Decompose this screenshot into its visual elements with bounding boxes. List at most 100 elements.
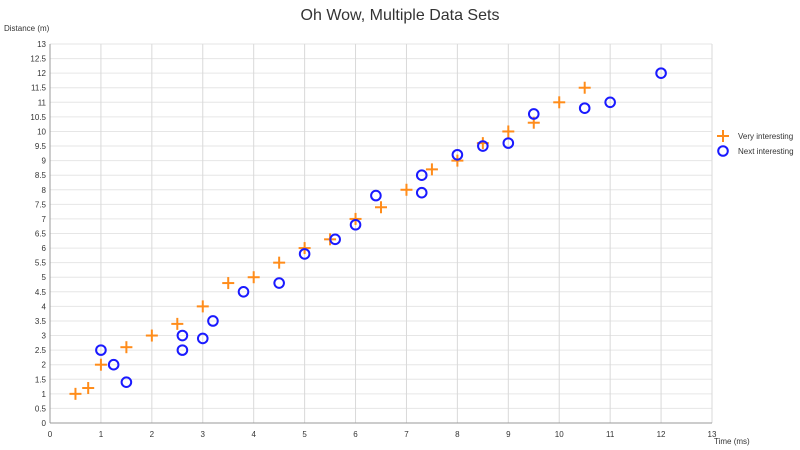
x-tick-label: 13 [708,430,717,439]
x-axis-title: Time (ms) [714,437,750,446]
y-axis-title: Distance (m) [4,24,50,33]
y-tick-label: 1.5 [35,375,47,384]
legend[interactable]: Very interesting Next interesting [717,130,794,157]
x-tick-label: 5 [302,430,307,439]
y-tick-label: 3.5 [35,317,47,326]
y-tick-label: 7.5 [35,200,47,209]
plus-marker [94,358,107,371]
circle-marker [578,102,591,114]
y-tick-label: 5 [42,273,47,282]
plus-marker [425,163,438,176]
y-tick-label: 11.5 [31,84,47,93]
legend-marker-2 [717,145,729,157]
circle-marker [370,189,382,202]
circle-marker [349,218,362,231]
y-tick-label: 10 [37,127,46,136]
circle-marker [207,315,219,327]
y-tick-label: 7 [42,215,47,224]
circle-marker [196,332,209,345]
x-tick-label: 10 [555,430,564,439]
y-tick-label: 9.5 [35,142,47,151]
x-tick-label: 9 [506,430,511,439]
x-tick-label: 6 [353,430,358,439]
plus-marker [400,183,413,196]
circle-marker [107,358,120,371]
legend-item[interactable]: Very interesting [717,130,793,142]
series-1 [69,81,591,400]
y-tick-label: 4 [42,302,47,311]
plus-marker [349,212,362,225]
x-tick-labels: 0 1 2 3 4 5 6 7 8 9 10 11 12 13 [48,430,717,439]
y-tick-label: 9 [42,157,47,166]
circle-marker [237,286,250,298]
y-tick-labels: 00.511.522.533.544.555.566.577.588.599.5… [30,40,46,428]
circle-marker [527,108,540,120]
legend-label: Very interesting [738,132,793,141]
y-tick-label: 6 [42,244,47,253]
circle-marker [95,344,107,356]
circle-marker [502,137,515,149]
plus-marker [502,125,515,138]
y-tick-label: 3 [42,332,47,341]
plus-marker [578,81,591,94]
legend-label: Next interesting [738,147,794,156]
y-tick-label: 11 [38,98,47,107]
grid [49,43,713,424]
y-tick-label: 13 [37,40,46,49]
y-tick-label: 6.5 [35,230,47,239]
y-tick-label: 0.5 [35,404,47,413]
plus-marker [196,300,209,313]
series-2 [95,67,667,388]
series-markers [69,67,667,400]
y-tick-label: 2.5 [35,346,47,355]
plus-marker [222,277,235,290]
plus-marker [82,382,95,395]
y-tick-label: 12 [37,69,46,78]
x-tick-label: 3 [201,430,206,439]
plus-marker [298,242,311,255]
y-tick-label: 1 [42,390,47,399]
x-tick-label: 11 [606,430,615,439]
x-tick-label: 7 [404,430,409,439]
plus-marker [247,271,260,284]
circle-marker [451,148,464,161]
plus-marker [273,256,286,269]
legend-marker-1 [717,130,729,142]
legend-item[interactable]: Next interesting [717,145,794,157]
circle-marker [415,169,428,181]
circle-marker [477,140,489,152]
y-tick-label: 4.5 [35,288,47,297]
circle-marker [415,186,428,199]
circle-marker [655,67,667,79]
circle-marker [120,376,133,388]
circle-marker [273,277,285,289]
circle-marker [604,96,616,109]
y-tick-label: 12.5 [30,55,46,64]
plus-marker [171,317,184,330]
plus-marker [375,201,387,214]
x-tick-label: 2 [150,430,155,439]
y-tick-label: 2 [42,361,47,370]
y-tick-label: 8 [42,186,47,195]
x-tick-label: 1 [99,430,104,439]
plus-marker [145,329,158,342]
plus-marker [451,154,464,167]
x-tick-label: 0 [48,430,53,439]
plus-marker [69,387,82,400]
circle-marker [176,344,189,356]
circle-marker [329,233,341,246]
plus-marker [120,341,133,354]
y-tick-label: 5.5 [35,259,47,268]
y-tick-label: 0 [42,419,47,428]
y-tick-label: 8.5 [35,171,47,180]
x-tick-label: 4 [251,430,256,439]
y-tick-label: 10.5 [30,113,46,122]
circle-marker [298,248,311,260]
axes [49,44,712,424]
chart-title: Oh Wow, Multiple Data Sets [301,7,500,24]
plus-marker [553,96,566,109]
x-tick-label: 12 [657,430,666,439]
circle-marker [176,329,189,342]
x-tick-label: 8 [455,430,460,439]
